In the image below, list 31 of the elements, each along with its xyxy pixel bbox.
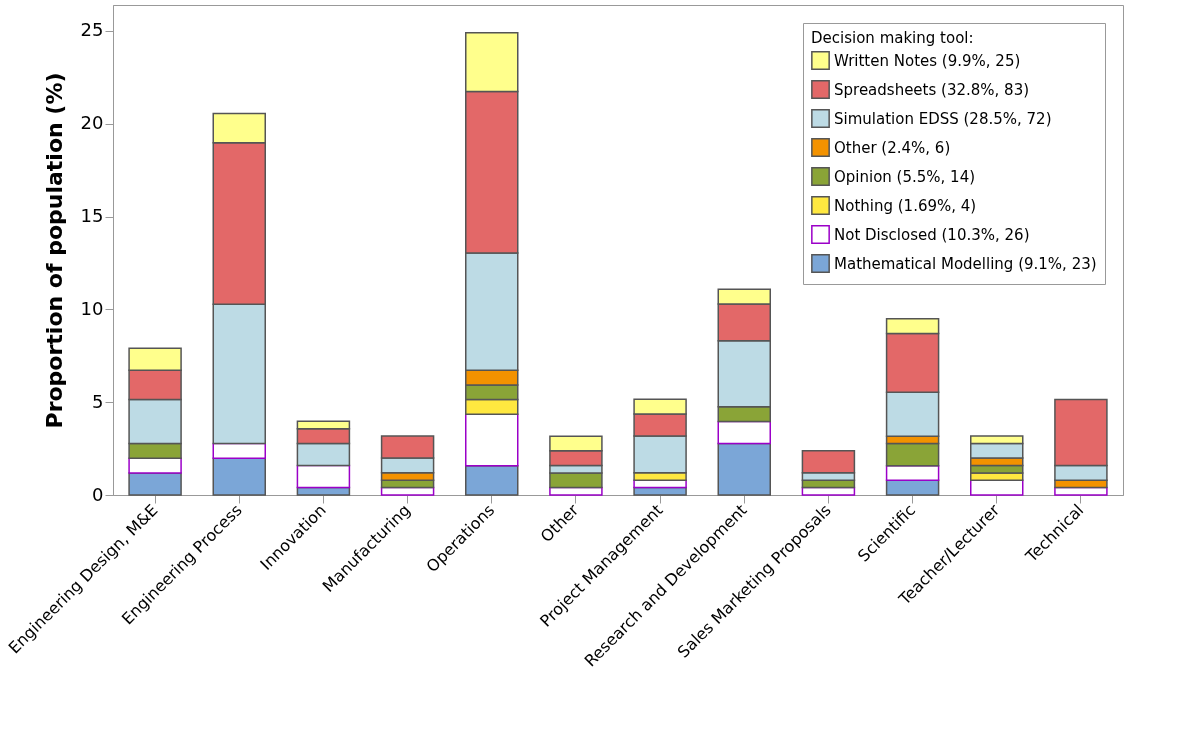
- bar: [717, 420, 771, 445]
- bar: [296, 464, 351, 489]
- bar: [970, 479, 1024, 496]
- bar: [717, 442, 771, 496]
- bar: [212, 457, 266, 496]
- bar: [1054, 486, 1108, 496]
- bar: [128, 472, 182, 496]
- bar: [128, 457, 182, 474]
- y-tick-label: 5: [92, 390, 104, 412]
- legend-title: Decision making tool:: [811, 29, 974, 47]
- legend-label: Nothing (1.69%, 4): [834, 196, 977, 215]
- bar: [633, 486, 687, 496]
- legend-label: Mathematical Modelling (9.1%, 23): [834, 254, 1097, 273]
- y-axis-title: Proportion of population (%): [41, 72, 67, 429]
- y-tick-label: 0: [92, 483, 104, 505]
- bar: [885, 464, 940, 482]
- legend-label: Simulation EDSS (28.5%, 72): [834, 109, 1052, 128]
- legend-label: Not Disclosed (10.3%, 26): [834, 225, 1030, 244]
- y-tick-label: 15: [80, 205, 104, 227]
- y-tick-label: 10: [80, 297, 104, 319]
- bar: [465, 464, 519, 496]
- y-tick-label: 20: [80, 112, 104, 134]
- bar: [549, 486, 603, 496]
- legend-label: Opinion (5.5%, 14): [834, 167, 976, 186]
- y-tick-label: 25: [80, 19, 104, 41]
- legend-label: Spreadsheets (32.8%, 83): [834, 80, 1030, 99]
- legend-label: Written Notes (9.9%, 25): [834, 51, 1021, 70]
- bar: [885, 479, 940, 496]
- bar: [465, 413, 519, 467]
- legend-label: Other (2.4%, 6): [834, 138, 951, 157]
- bar: [212, 442, 266, 459]
